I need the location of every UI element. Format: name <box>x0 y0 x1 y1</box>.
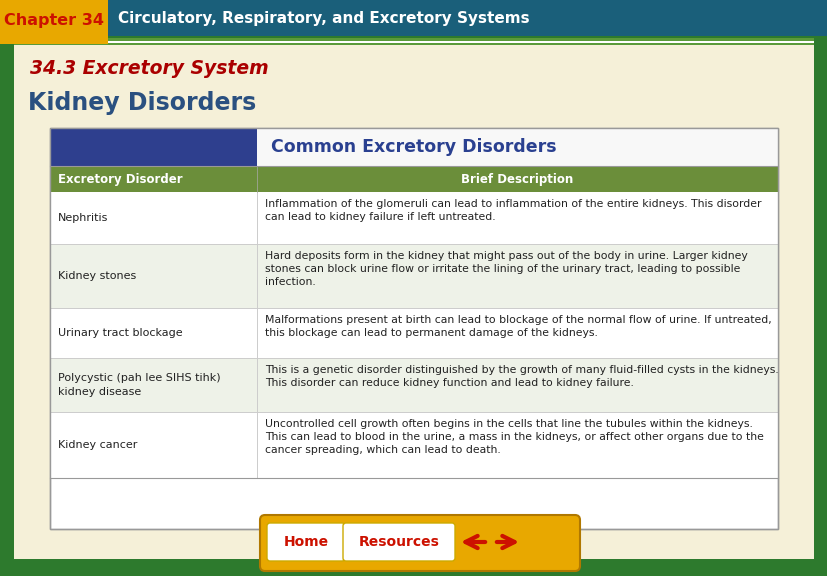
Bar <box>0 0 827 36</box>
Text: 34.3 Excretory System: 34.3 Excretory System <box>30 59 268 78</box>
Bar <box>50 244 777 308</box>
Text: Inflammation of the glomeruli can lead to inflammation of the entire kidneys. Th: Inflammation of the glomeruli can lead t… <box>265 199 761 222</box>
Bar <box>256 128 777 166</box>
Bar <box>50 192 777 244</box>
Bar <box>50 412 777 478</box>
FancyBboxPatch shape <box>342 523 455 561</box>
Bar <box>50 308 777 358</box>
Bar <box>50 128 256 166</box>
Text: Chapter 34: Chapter 34 <box>4 13 104 28</box>
Text: Hard deposits form in the kidney that might pass out of the body in urine. Large: Hard deposits form in the kidney that mi… <box>265 251 747 287</box>
Text: Circulatory, Respiratory, and Excretory Systems: Circulatory, Respiratory, and Excretory … <box>118 10 529 25</box>
Bar <box>14 41 813 43</box>
Text: Common Excretory Disorders: Common Excretory Disorders <box>270 138 556 156</box>
Text: Excretory Disorder: Excretory Disorder <box>58 172 183 185</box>
Bar <box>50 128 777 529</box>
Bar <box>256 166 777 192</box>
Text: Kidney stones: Kidney stones <box>58 271 136 281</box>
FancyBboxPatch shape <box>260 515 579 571</box>
Text: Brief Description: Brief Description <box>461 172 573 185</box>
Bar <box>50 128 777 529</box>
Text: Resources: Resources <box>358 535 439 549</box>
Bar <box>50 358 777 412</box>
Text: This is a genetic disorder distinguished by the growth of many fluid-filled cyst: This is a genetic disorder distinguished… <box>265 365 778 388</box>
Bar <box>14 43 813 45</box>
Text: Kidney Disorders: Kidney Disorders <box>28 91 256 115</box>
Text: Urinary tract blockage: Urinary tract blockage <box>58 328 183 338</box>
Bar <box>14 38 813 41</box>
Text: Home: Home <box>283 535 328 549</box>
Text: Kidney cancer: Kidney cancer <box>58 440 137 450</box>
Text: Nephritis: Nephritis <box>58 213 108 223</box>
Bar <box>0 0 108 44</box>
FancyBboxPatch shape <box>266 523 345 561</box>
Bar <box>50 166 256 192</box>
Text: Uncontrolled cell growth often begins in the cells that line the tubules within : Uncontrolled cell growth often begins in… <box>265 419 763 456</box>
Text: Malformations present at birth can lead to blockage of the normal flow of urine.: Malformations present at birth can lead … <box>265 315 771 338</box>
Text: Polycystic (pah lee SIHS tihk)
kidney disease: Polycystic (pah lee SIHS tihk) kidney di… <box>58 373 220 397</box>
